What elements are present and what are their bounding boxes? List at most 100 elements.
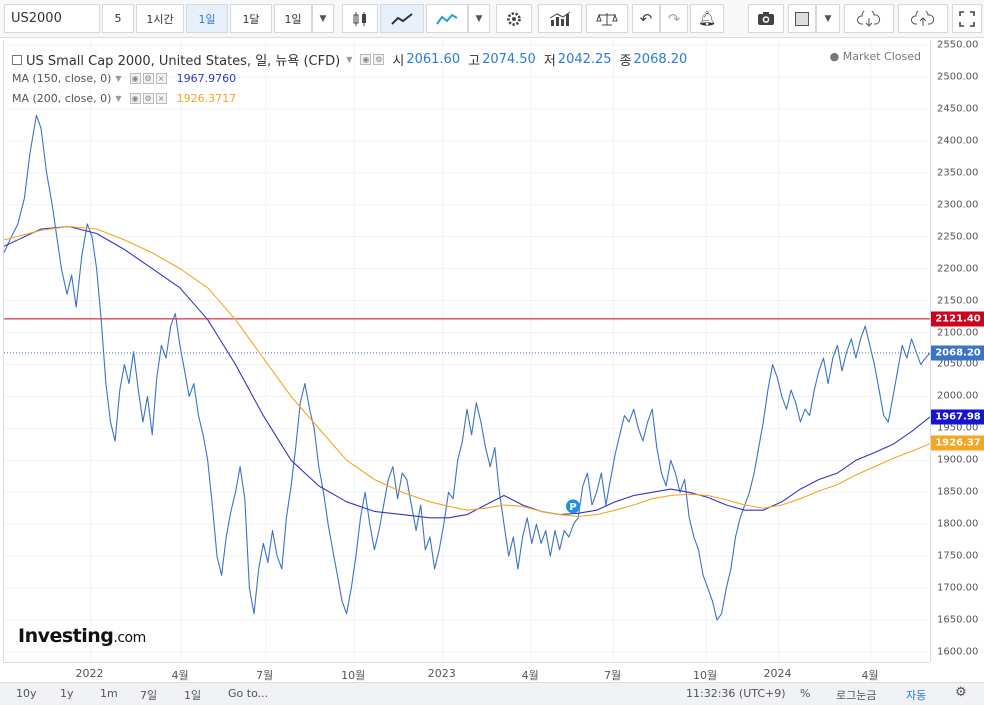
- time-axis[interactable]: 2022 4월 7월 10월 2023 4월 7월 10월 2024 4월: [3, 662, 930, 682]
- symbol-text: US2000: [11, 11, 62, 26]
- y-tick-label: 1750.00: [937, 550, 979, 562]
- high-label: 고: [468, 54, 481, 69]
- gear-icon[interactable]: ⚙: [142, 93, 154, 104]
- square-icon: [795, 11, 809, 26]
- eye-icon[interactable]: ◉: [129, 93, 141, 104]
- eye-icon[interactable]: ◉: [360, 54, 372, 65]
- range-dropdown-button[interactable]: ▼: [312, 4, 334, 33]
- chevron-down-icon[interactable]: ▼: [346, 55, 353, 64]
- y-tick-label: 2350.00: [937, 167, 979, 179]
- cloud-upload-icon: [911, 10, 935, 26]
- price-tag: 1926.37: [931, 435, 984, 451]
- indicator-style-button[interactable]: [426, 4, 468, 33]
- chevron-down-icon[interactable]: ▼: [115, 94, 122, 103]
- chart-type-dropdown[interactable]: ▼: [468, 4, 490, 33]
- ma150-legend: MA (150, close, 0) ▼ ◉ ⚙ × 1967.9760: [12, 72, 236, 85]
- percent-toggle[interactable]: %: [800, 687, 811, 700]
- low-label: 저: [543, 54, 556, 69]
- x-tick-label: 10월: [341, 669, 366, 682]
- ma150-label: MA (150, close, 0): [12, 72, 112, 85]
- investing-logo: Investing.com: [18, 625, 146, 647]
- interval-1h-label: 1시간: [146, 12, 174, 26]
- goto-button[interactable]: Go to...: [228, 687, 269, 700]
- redo-button[interactable]: ↷: [660, 4, 688, 33]
- x-tick-label: 2022: [75, 667, 104, 680]
- range-10y-button[interactable]: 10y: [16, 687, 37, 700]
- close-icon[interactable]: ×: [155, 93, 167, 104]
- fullscreen-button[interactable]: [952, 4, 982, 33]
- gear-icon[interactable]: ⚙: [955, 685, 967, 700]
- range-7d-button[interactable]: 7일: [140, 689, 158, 702]
- symbol-input[interactable]: US2000: [4, 4, 100, 33]
- event-marker[interactable]: P: [566, 499, 581, 514]
- ma200-series-line[interactable]: [4, 225, 930, 518]
- y-tick-label: 1600.00: [937, 646, 979, 658]
- y-tick-label: 2300.00: [937, 199, 979, 211]
- snapshot-button[interactable]: [748, 4, 784, 33]
- redo-icon: ↷: [667, 9, 681, 28]
- x-tick-label: 7월: [256, 669, 274, 682]
- close-icon[interactable]: ×: [155, 73, 167, 84]
- range-1d-button[interactable]: 1일: [184, 689, 202, 702]
- price-tag: 1967.98: [931, 409, 984, 425]
- ma200-legend: MA (200, close, 0) ▼ ◉ ⚙ × 1926.3717: [12, 92, 236, 105]
- indicators-icon: [549, 11, 571, 26]
- fill-color-button[interactable]: [788, 4, 816, 33]
- y-tick-label: 2000.00: [937, 390, 979, 402]
- y-tick-label: 1650.00: [937, 614, 979, 626]
- event-marker-circle[interactable]: [566, 499, 581, 514]
- line-chart-button[interactable]: [380, 4, 424, 33]
- y-tick-label: 1800.00: [937, 518, 979, 530]
- y-tick-label: 2450.00: [937, 103, 979, 115]
- gear-icon[interactable]: ⚙: [142, 73, 154, 84]
- range-1y-button[interactable]: 1y: [60, 687, 74, 700]
- settings-button[interactable]: [496, 4, 532, 33]
- eye-icon[interactable]: ◉: [129, 73, 141, 84]
- x-tick-label: 4월: [521, 669, 539, 682]
- interval-1h-button[interactable]: 1시간: [136, 4, 184, 33]
- y-tick-label: 1900.00: [937, 454, 979, 466]
- load-layout-button[interactable]: [844, 4, 894, 33]
- candle-chart-button[interactable]: [342, 4, 378, 33]
- fill-color-dropdown[interactable]: ▼: [816, 4, 840, 33]
- price-series-line[interactable]: [4, 114, 930, 621]
- event-marker-label: P: [569, 502, 576, 513]
- camera-icon: [758, 12, 774, 25]
- range-1m-button[interactable]: 1m: [100, 687, 118, 700]
- y-tick-label: 2050.00: [937, 358, 979, 370]
- ma150-series-line[interactable]: [4, 225, 930, 519]
- high-value: 2074.50: [482, 52, 536, 67]
- close-label: 종: [619, 54, 632, 69]
- symbol-legend: US Small Cap 2000, United States, 일, 뉴욕 …: [12, 50, 687, 69]
- y-tick-label: 2400.00: [937, 135, 979, 147]
- auto-scale-toggle[interactable]: 자동: [906, 689, 927, 702]
- undo-icon: ↶: [639, 9, 653, 28]
- interval-input[interactable]: 5: [102, 4, 134, 33]
- y-tick-label: 2200.00: [937, 263, 979, 275]
- y-tick-label: 2100.00: [937, 327, 979, 339]
- chevron-down-icon: ▼: [475, 13, 483, 24]
- chevron-down-icon[interactable]: ▼: [115, 74, 122, 83]
- collapse-icon[interactable]: [12, 54, 22, 65]
- range-select[interactable]: 1일: [274, 4, 312, 33]
- price-axis[interactable]: 1600.00 1650.00 1700.00 1750.00 1800.00 1850.…: [930, 40, 984, 662]
- clock[interactable]: 11:32:36 (UTC+9): [686, 687, 786, 700]
- price-chart[interactable]: P: [4, 40, 930, 662]
- x-tick-label: 2024: [763, 667, 792, 680]
- alert-button[interactable]: 🔔︎: [690, 4, 724, 33]
- range-select-label: 1일: [284, 12, 302, 26]
- chart-area[interactable]: P US Small Cap 2000, United States, 일, 뉴…: [3, 40, 930, 662]
- interval-1d-button[interactable]: 1일: [186, 4, 228, 33]
- chart-title: US Small Cap 2000, United States, 일, 뉴욕 …: [26, 54, 341, 69]
- interval-1d-label: 1일: [198, 12, 216, 26]
- y-tick-label: 1950.00: [937, 422, 979, 434]
- bottom-bar: 10y 1y 1m 7일 1일 Go to... 11:32:36 (UTC+9…: [0, 682, 984, 705]
- gear-icon[interactable]: ⚙: [373, 54, 385, 65]
- compare-button[interactable]: [586, 4, 628, 33]
- log-scale-toggle[interactable]: 로그눈금: [836, 689, 877, 702]
- fullscreen-icon: [959, 10, 975, 27]
- interval-1mo-button[interactable]: 1달: [230, 4, 272, 33]
- indicators-button[interactable]: [538, 4, 582, 33]
- undo-button[interactable]: ↶: [632, 4, 660, 33]
- save-layout-button[interactable]: [898, 4, 948, 33]
